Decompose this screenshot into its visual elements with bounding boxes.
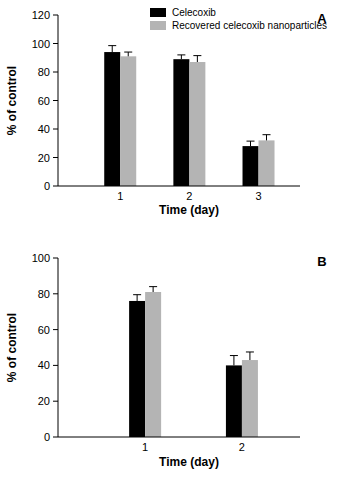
error-bar — [247, 141, 255, 146]
legend-swatch — [150, 8, 166, 17]
error-cap — [177, 54, 185, 55]
y-tick — [53, 293, 58, 294]
y-tick — [53, 15, 58, 16]
error-cap — [230, 355, 238, 356]
error-cap — [247, 141, 255, 142]
bar — [242, 360, 258, 437]
error-whisker — [128, 52, 129, 56]
bar — [104, 52, 120, 186]
error-bar — [263, 135, 271, 141]
y-tick-label: 60 — [38, 324, 50, 336]
bar — [243, 146, 259, 186]
y-tick-label: 100 — [32, 38, 50, 50]
error-whisker — [249, 352, 250, 360]
error-bar — [177, 55, 185, 59]
error-bar — [133, 295, 141, 301]
y-axis-label: % of control — [5, 313, 19, 382]
error-cap — [133, 294, 141, 295]
error-bar — [230, 356, 238, 366]
y-tick — [53, 186, 58, 187]
y-tick — [53, 157, 58, 158]
x-axis — [58, 437, 300, 438]
x-tick-label: 2 — [186, 190, 192, 202]
error-cap — [149, 286, 157, 287]
y-tick-label: 20 — [38, 152, 50, 164]
y-tick-label: 60 — [38, 95, 50, 107]
legend-swatch — [150, 21, 166, 30]
error-cap — [124, 52, 132, 53]
y-tick — [53, 365, 58, 366]
x-tick-label: 1 — [142, 441, 148, 453]
error-whisker — [266, 135, 267, 141]
y-tick — [53, 437, 58, 438]
x-tick-label: 1 — [117, 190, 123, 202]
error-whisker — [153, 287, 154, 292]
error-cap — [263, 134, 271, 135]
legend-label: Recovered celecoxib nanoparticles — [172, 20, 327, 31]
y-axis — [58, 258, 59, 437]
bar — [226, 365, 242, 437]
y-tick-label: 40 — [38, 123, 50, 135]
error-whisker — [137, 295, 138, 301]
error-whisker — [197, 56, 198, 62]
y-tick-label: 80 — [38, 66, 50, 78]
y-tick — [53, 129, 58, 130]
figure: 020406080100120123Time (day)% of control… — [0, 0, 338, 500]
error-whisker — [181, 55, 182, 59]
error-bar — [108, 46, 116, 52]
bar — [173, 59, 189, 186]
error-bar — [149, 287, 157, 292]
error-cap — [108, 45, 116, 46]
y-tick — [53, 329, 58, 330]
x-axis-label: Time (day) — [159, 455, 219, 469]
y-tick-label: 100 — [32, 252, 50, 264]
bar — [259, 140, 275, 186]
y-tick-label: 0 — [44, 180, 50, 192]
bar — [129, 301, 145, 437]
error-whisker — [250, 141, 251, 146]
bar — [189, 62, 205, 186]
error-bar — [124, 52, 132, 56]
legend-label: Celecoxib — [172, 7, 216, 18]
y-tick — [53, 401, 58, 402]
error-whisker — [112, 46, 113, 52]
error-bar — [246, 352, 254, 360]
bar — [120, 56, 136, 186]
y-tick — [53, 43, 58, 44]
bar — [145, 292, 161, 437]
error-cap — [193, 55, 201, 56]
x-axis-label: Time (day) — [159, 203, 219, 217]
y-tick — [53, 100, 58, 101]
y-tick-label: 40 — [38, 359, 50, 371]
y-tick-label: 20 — [38, 395, 50, 407]
y-tick-label: 120 — [32, 9, 50, 21]
error-cap — [246, 351, 254, 352]
y-axis-label: % of control — [5, 66, 19, 135]
plot-area — [129, 287, 258, 437]
panel-label: B — [317, 254, 326, 269]
x-tick-label: 2 — [239, 441, 245, 453]
error-whisker — [233, 356, 234, 366]
plot-area — [104, 46, 274, 186]
y-tick-label: 80 — [38, 288, 50, 300]
error-bar — [193, 56, 201, 62]
x-axis — [58, 186, 300, 187]
y-tick — [53, 72, 58, 73]
y-tick-label: 0 — [44, 431, 50, 443]
y-tick — [53, 258, 58, 259]
x-tick-label: 3 — [255, 190, 261, 202]
